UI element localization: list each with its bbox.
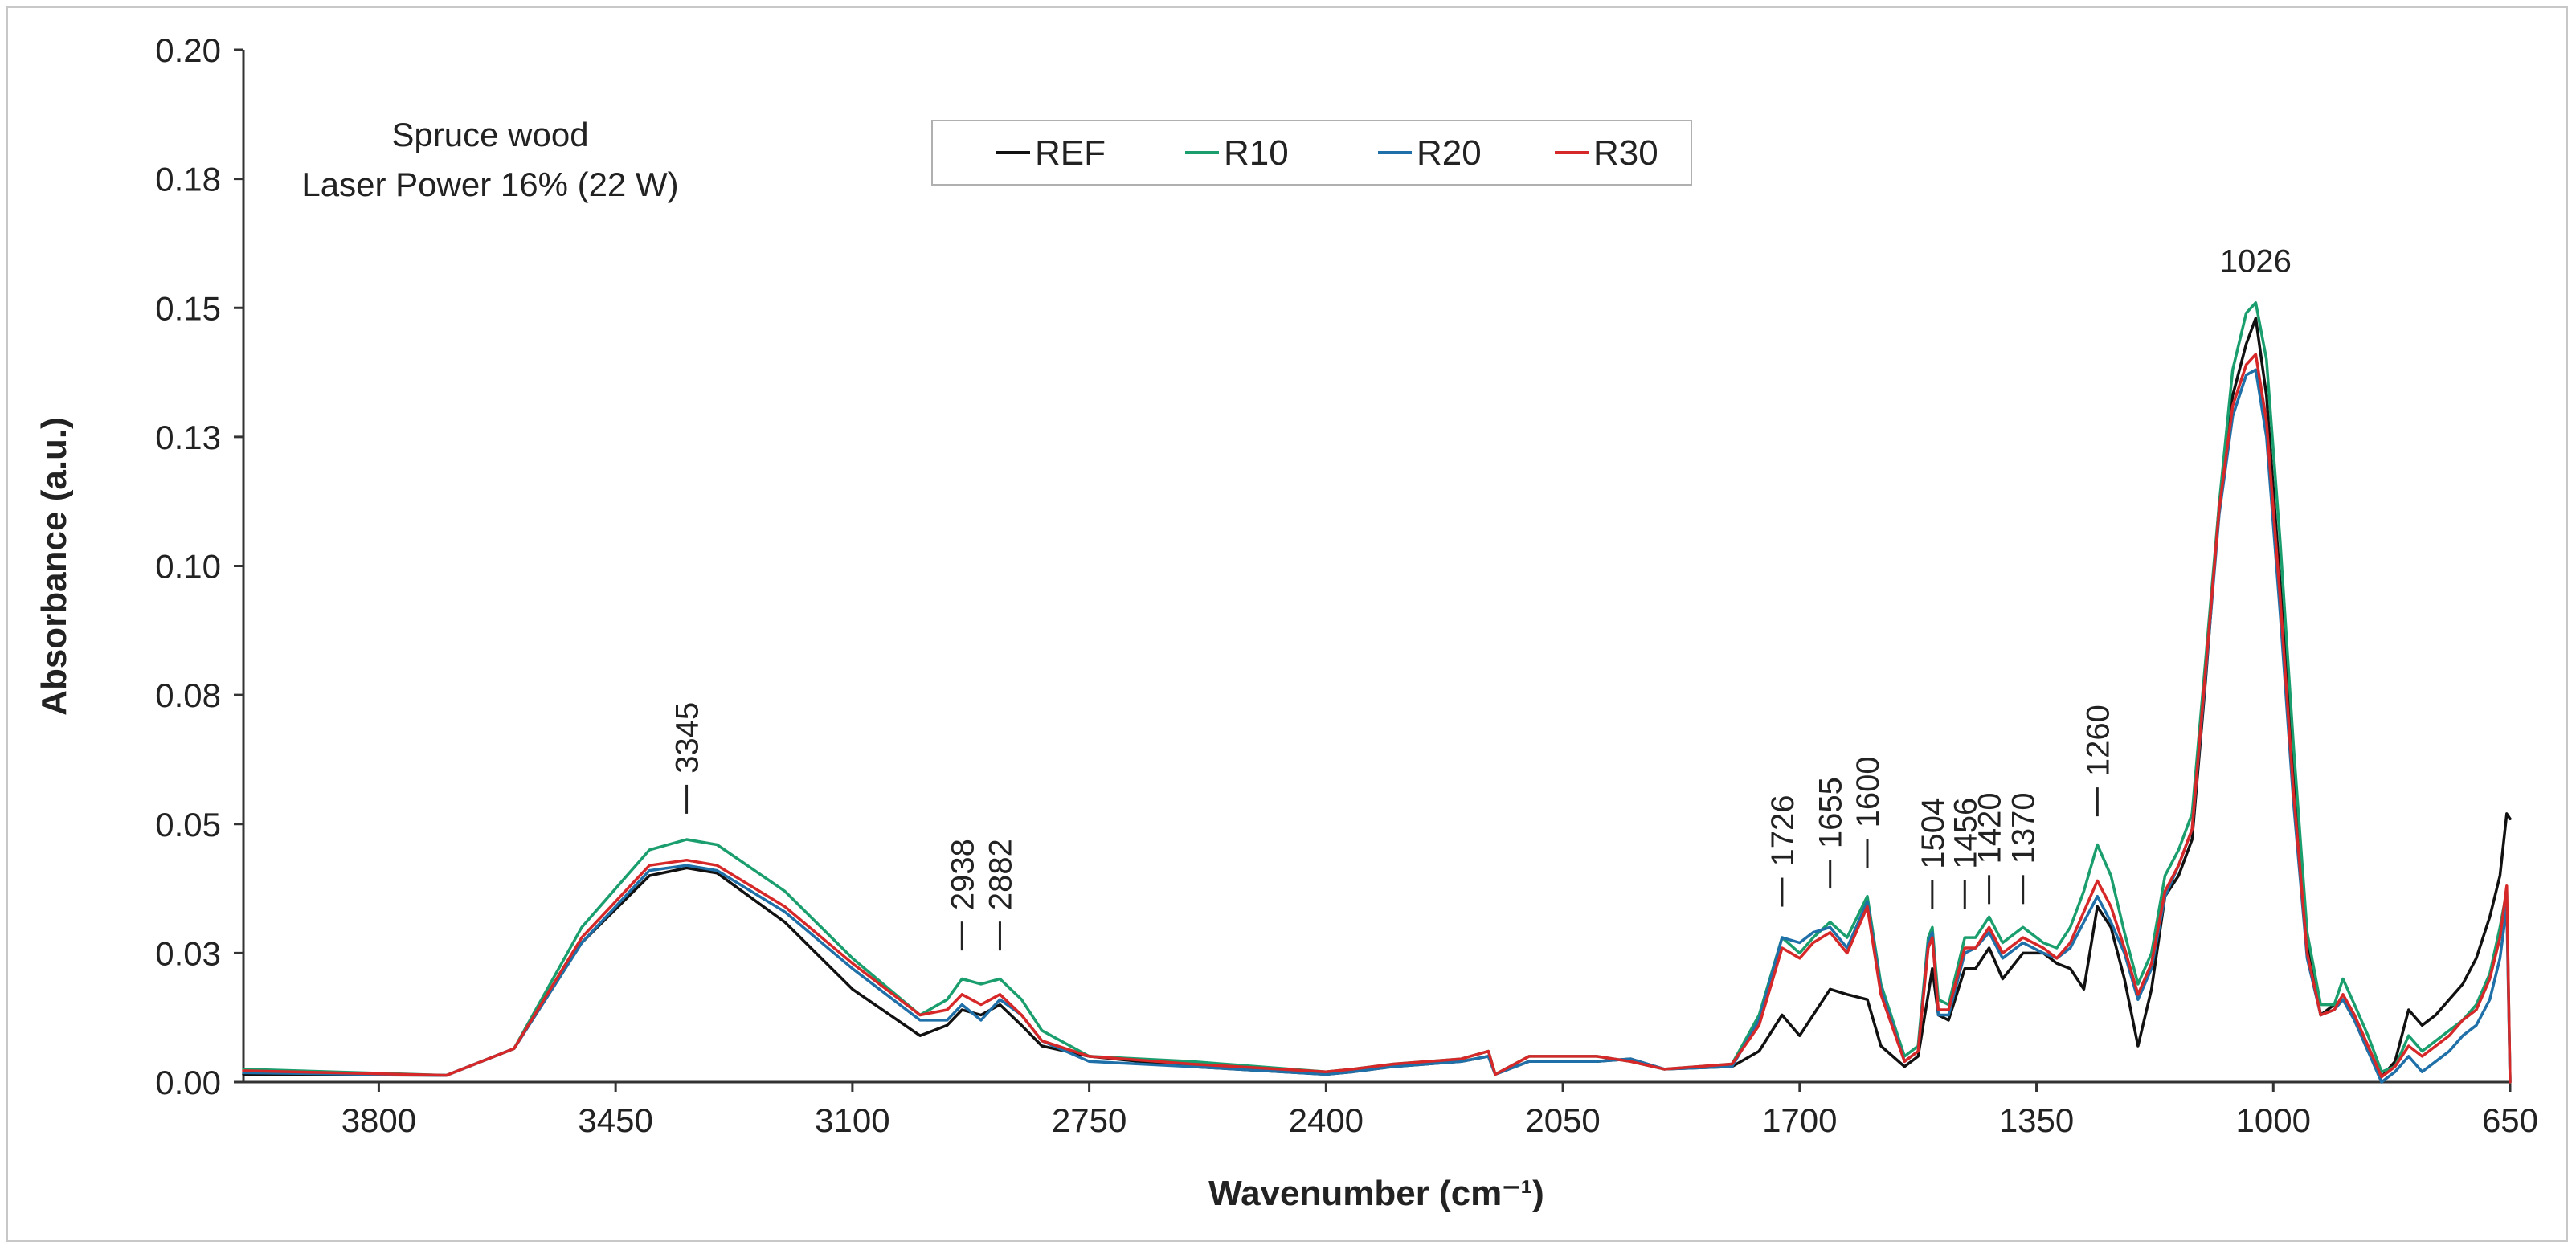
x-tick-label: 2400 (1289, 1101, 1364, 1139)
sample-label-line2: Laser Power 16% (22 W) (301, 165, 678, 203)
y-axis-title: Absorbance (a.u.) (35, 417, 74, 716)
y-tick-label: 0.20 (155, 31, 221, 69)
legend: REF R10 R20 R30 (931, 120, 1692, 186)
series-layer (242, 301, 2512, 1084)
peak-label: 1726 (1765, 795, 1801, 867)
y-tick-label: 0.13 (155, 419, 221, 456)
peak-label: 1026 (2220, 243, 2292, 279)
peak-label: 2938 (945, 839, 980, 910)
y-tick-label: 0.00 (155, 1064, 221, 1101)
x-axis-title: Wavenumber (cm⁻¹) (1208, 1174, 1544, 1213)
peak-annotations: 3345 2938 2882 1726 1655 1600 1504145614201370… (670, 243, 2292, 951)
peak-label: 1370 (2006, 792, 2042, 864)
y-tick-label: 0.05 (155, 806, 221, 844)
x-tick-label: 3800 (341, 1101, 416, 1139)
peak-label: 1260 (2080, 705, 2116, 776)
sample-label-line1: Spruce wood (391, 116, 588, 153)
x-tick-label: 2050 (1525, 1101, 1600, 1139)
x-tick-label: 650 (2482, 1101, 2538, 1139)
y-ticks: 0.00 0.03 0.05 0.08 0.10 0.13 0.15 0.18 0.20 (155, 31, 243, 1101)
x-tick-label: 1000 (2236, 1101, 2311, 1139)
x-tick-label: 2750 (1052, 1101, 1126, 1139)
x-tick-label: 3450 (578, 1101, 652, 1139)
series-line-ref (242, 317, 2512, 1079)
peak-label: 1600 (1850, 756, 1886, 827)
series-line-r10 (242, 301, 2512, 1084)
legend-label-ref: REF (1035, 133, 1106, 173)
peak-label: 1655 (1813, 777, 1849, 848)
peak-label: 1456 (1948, 798, 1983, 869)
y-tick-label: 0.03 (155, 934, 221, 972)
figure-frame (6, 6, 2568, 1242)
x-ticks: 3800 3450 3100 2750 2400 2050 1700 1350 1000 650 (341, 1082, 2538, 1139)
series-line-r30 (242, 353, 2512, 1084)
series-line-r20 (242, 368, 2512, 1084)
legend-label-r10: R10 (1224, 133, 1289, 173)
y-tick-label: 0.18 (155, 161, 221, 198)
peak-label: 1504 (1916, 798, 1951, 869)
y-tick-label: 0.08 (155, 676, 221, 714)
legend-label-r20: R20 (1417, 133, 1482, 173)
y-tick-label: 0.15 (155, 289, 221, 327)
peak-label: 3345 (670, 702, 705, 774)
peak-label: 1420 (1973, 792, 2008, 864)
x-tick-label: 1700 (1762, 1101, 1837, 1139)
peak-label: 2882 (983, 839, 1018, 910)
legend-label-r30: R30 (1593, 133, 1658, 173)
y-tick-label: 0.10 (155, 548, 221, 586)
x-tick-label: 3100 (815, 1101, 889, 1139)
x-tick-label: 1350 (1999, 1101, 2074, 1139)
